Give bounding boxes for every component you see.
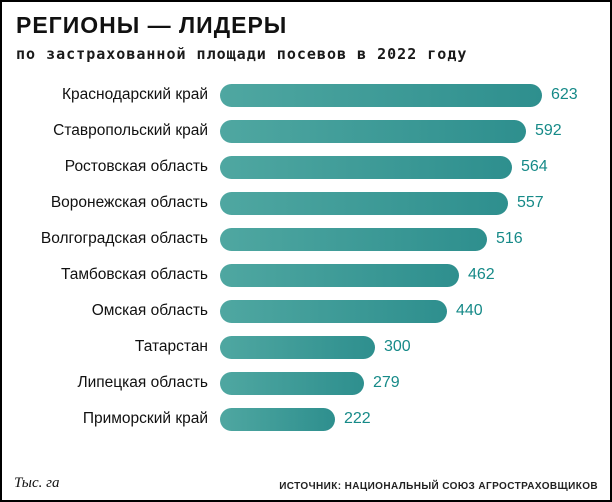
chart-row: Ставропольский край 592 bbox=[2, 113, 610, 149]
value-label: 592 bbox=[535, 122, 562, 139]
bar-area: 592 bbox=[220, 119, 610, 143]
region-label: Ставропольский край bbox=[53, 122, 208, 139]
region-label: Волгоградская область bbox=[40, 230, 208, 247]
bar-area: 516 bbox=[220, 227, 610, 251]
region-label: Краснодарский край bbox=[62, 86, 208, 103]
bar-area: 440 bbox=[220, 299, 610, 323]
bar bbox=[220, 263, 459, 287]
value-label: 222 bbox=[344, 410, 371, 427]
value-label: 440 bbox=[456, 302, 483, 319]
region-label: Воронежская область bbox=[50, 194, 208, 211]
bar bbox=[220, 371, 364, 395]
axis-unit-label: Тыс. га bbox=[14, 475, 60, 491]
footer: Тыс. га ИСТОЧНИК: НАЦИОНАЛЬНЫЙ СОЮЗ АГРО… bbox=[2, 475, 610, 492]
bar bbox=[220, 119, 526, 143]
chart-row: Липецкая область 279 bbox=[2, 365, 610, 401]
bar-area: 564 bbox=[220, 155, 610, 179]
bar-chart: Краснодарский край 623 Ставропольский край… bbox=[2, 77, 610, 437]
bar bbox=[220, 191, 508, 215]
chart-row: Краснодарский край 623 bbox=[2, 77, 610, 113]
bar-area: 557 bbox=[220, 191, 610, 215]
bar bbox=[220, 299, 447, 323]
bar bbox=[220, 155, 512, 179]
region-label: Омская область bbox=[91, 302, 208, 319]
bar bbox=[220, 227, 487, 251]
chart-row: Ростовская область 564 bbox=[2, 149, 610, 185]
chart-title: РЕГИОНЫ — ЛИДЕРЫ bbox=[16, 12, 288, 38]
region-label: Ростовская область bbox=[64, 158, 208, 175]
region-label: Тамбовская область bbox=[60, 266, 208, 283]
chart-row: Тамбовская область 462 bbox=[2, 257, 610, 293]
bar-area: 279 bbox=[220, 371, 610, 395]
bar-area: 623 bbox=[220, 83, 610, 107]
bar-area: 222 bbox=[220, 407, 610, 431]
value-label: 516 bbox=[496, 230, 523, 247]
chart-row: Татарстан 300 bbox=[2, 329, 610, 365]
bar-area: 462 bbox=[220, 263, 610, 287]
value-label: 462 bbox=[468, 266, 495, 283]
region-label: Татарстан bbox=[134, 338, 208, 355]
value-label: 279 bbox=[373, 374, 400, 391]
chart-row: Волгоградская область 516 bbox=[2, 221, 610, 257]
bar bbox=[220, 83, 542, 107]
value-label: 557 bbox=[517, 194, 544, 211]
bar bbox=[220, 335, 375, 359]
source-credit: ИСТОЧНИК: НАЦИОНАЛЬНЫЙ СОЮЗ АГРОСТРАХОВЩ… bbox=[279, 481, 598, 492]
chart-row: Приморский край 222 bbox=[2, 401, 610, 437]
bar bbox=[220, 407, 335, 431]
value-label: 300 bbox=[384, 338, 411, 355]
region-label: Липецкая область bbox=[77, 374, 208, 391]
chart-row: Воронежская область 557 bbox=[2, 185, 610, 221]
value-label: 623 bbox=[551, 86, 578, 103]
value-label: 564 bbox=[521, 158, 548, 175]
chart-row: Омская область 440 bbox=[2, 293, 610, 329]
region-label: Приморский край bbox=[82, 410, 208, 427]
bar-area: 300 bbox=[220, 335, 610, 359]
chart-subtitle: по застрахованной площади посевов в 2022… bbox=[16, 45, 468, 63]
header: РЕГИОНЫ — ЛИДЕРЫ по застрахованной площа… bbox=[2, 2, 610, 63]
